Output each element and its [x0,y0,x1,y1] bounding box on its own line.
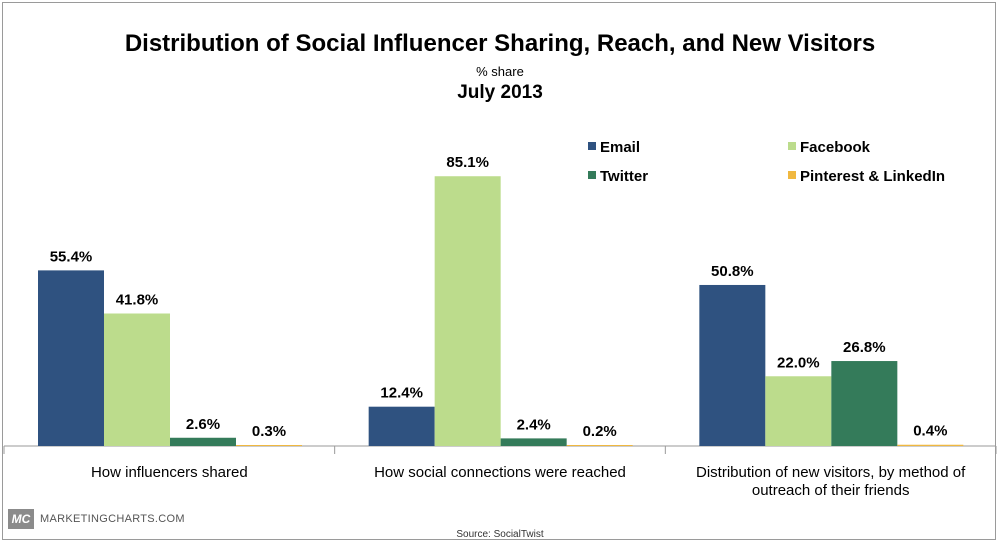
data-label: 2.6% [186,416,220,433]
legend-label: Email [600,139,640,156]
legend-swatch [588,142,596,150]
legend-swatch [788,142,796,150]
bar-twitter-0 [170,437,236,446]
bar-email-0 [38,270,104,446]
chart-date: July 2013 [457,82,543,103]
source-note: Source: SocialTwist [456,529,544,540]
category-label: How influencers shared [91,464,248,481]
data-label: 55.4% [50,248,93,265]
legend-swatch [588,171,596,179]
data-label: 26.8% [843,339,886,356]
chart-title: Distribution of Social Influencer Sharin… [124,30,876,57]
marketingcharts-logo-icon: MC [8,509,34,529]
legend-swatch [788,171,796,179]
data-label: 12.4% [380,385,423,402]
bar-facebook-2 [765,376,832,446]
data-label: 0.3% [252,423,286,440]
bar-email-1 [368,406,435,446]
data-label: 0.4% [913,423,947,440]
bar-facebook-0 [104,313,170,446]
category-label: How social connections were reached [374,464,626,481]
data-label: 22.0% [777,354,820,371]
bar-pinterest-linkedin-0 [236,445,302,446]
bar-twitter-1 [500,438,567,446]
category-label: Distribution of new visitors, by method … [696,464,966,481]
chart-subtitle: % share [476,64,524,79]
bar-email-2 [699,284,766,446]
bar-facebook-1 [434,176,501,446]
bar-pinterest-linkedin-1 [566,445,633,446]
bar-pinterest-linkedin-2 [897,444,964,446]
brand-footer: MC MARKETINGCHARTS.COM [8,509,185,529]
brand-name: MARKETINGCHARTS.COM [40,513,185,525]
data-label: 0.2% [583,423,617,440]
legend-label: Facebook [800,139,871,156]
bar-twitter-2 [831,361,898,446]
data-label: 41.8% [116,291,159,308]
data-label: 85.1% [446,154,489,171]
legend-label: Twitter [600,168,648,185]
data-label: 50.8% [711,263,754,280]
legend-label: Pinterest & LinkedIn [800,168,945,185]
data-label: 2.4% [517,416,551,433]
category-label: outreach of their friends [752,482,910,499]
